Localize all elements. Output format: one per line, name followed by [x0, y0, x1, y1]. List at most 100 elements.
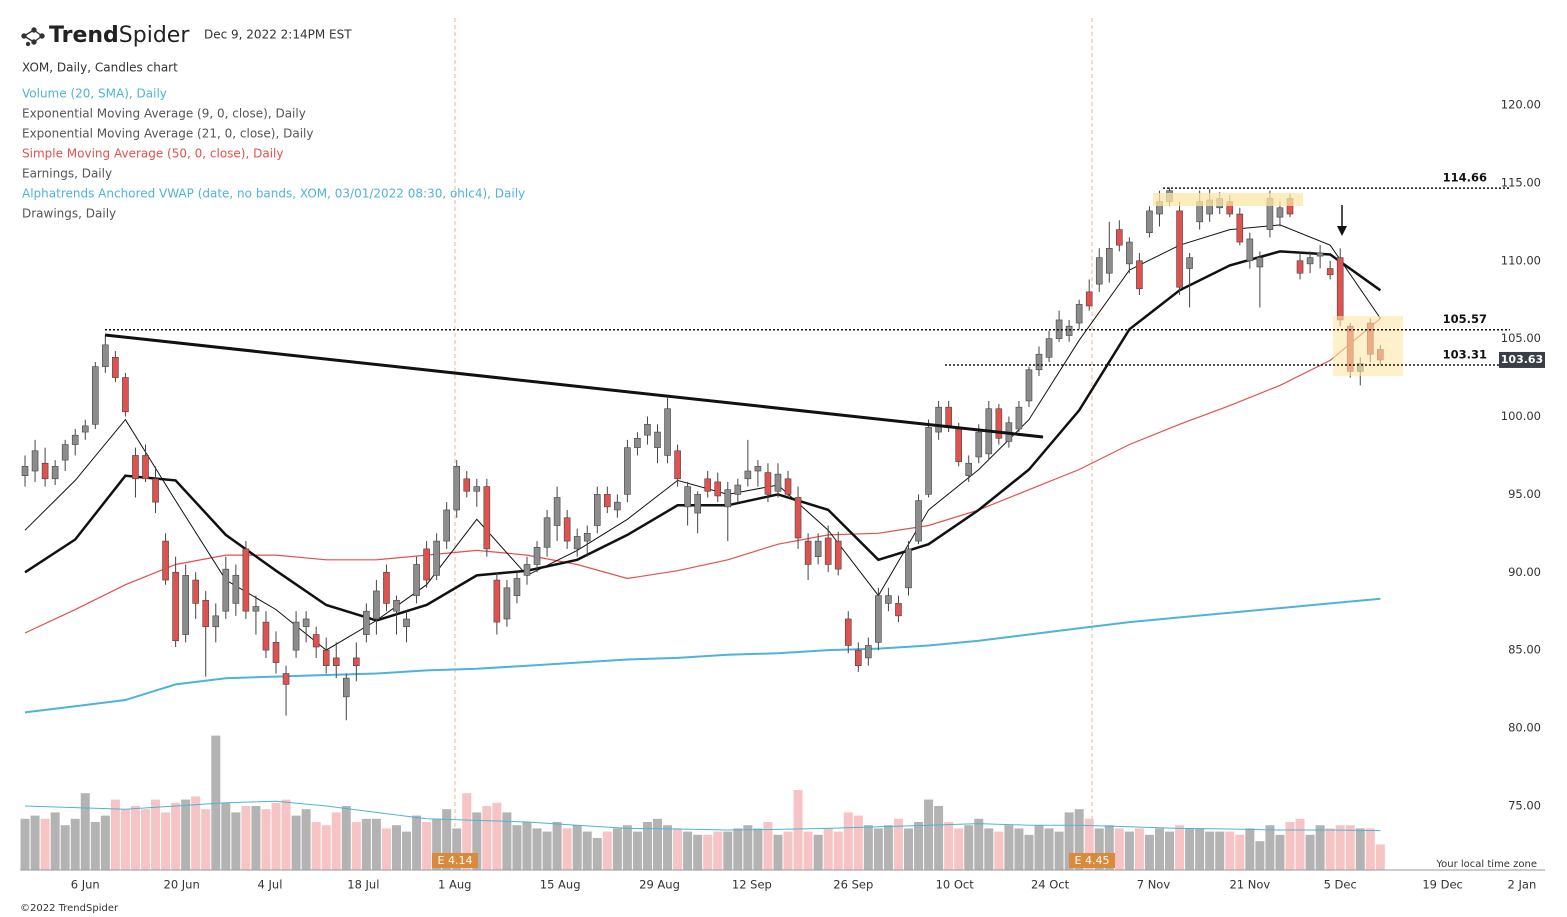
- volume-bar: [1044, 828, 1054, 870]
- volume-bar: [60, 825, 70, 870]
- candle-body: [1045, 338, 1053, 358]
- y-tick-label: 110.00: [1501, 253, 1541, 267]
- volume-bar: [673, 828, 683, 870]
- candle-body: [503, 587, 511, 620]
- candle-body: [644, 423, 651, 436]
- candle-body: [41, 462, 49, 480]
- legend-entry: Exponential Moving Average (9, 0, close)…: [22, 107, 306, 121]
- candle-body: [322, 649, 330, 666]
- level-label: 105.57: [1443, 312, 1487, 326]
- volume-bar: [893, 818, 903, 870]
- candle-body: [383, 571, 390, 604]
- candle-body: [774, 473, 782, 492]
- timezone: Your local time zone: [1435, 859, 1537, 870]
- volume-bar: [823, 828, 833, 870]
- candle-body: [21, 466, 29, 476]
- candle-body: [122, 377, 129, 413]
- candle-body: [955, 428, 962, 462]
- candle-body: [865, 645, 872, 659]
- volume-bar: [1084, 818, 1094, 870]
- volume-bar: [301, 809, 311, 870]
- volume-bar: [361, 818, 371, 870]
- volume-bar: [381, 828, 391, 870]
- candle-body: [1246, 238, 1254, 262]
- volume-sma: [24, 800, 1381, 832]
- x-tick-label: 21 Nov: [1229, 878, 1270, 892]
- volume-bar: [602, 831, 612, 870]
- volume-bar: [391, 825, 401, 870]
- volume-bar: [1004, 825, 1014, 870]
- candle-body: [1276, 207, 1284, 218]
- volume-bar: [532, 828, 542, 870]
- volume-bar: [161, 812, 171, 870]
- volume-bar: [1034, 825, 1044, 870]
- x-tick-label: 26 Sep: [833, 878, 873, 892]
- candle-body: [704, 478, 712, 492]
- volume-bar: [642, 822, 652, 870]
- volume-bar: [1265, 825, 1275, 870]
- volume-bar: [261, 809, 271, 870]
- candle-body: [252, 606, 260, 612]
- volume-bar: [311, 822, 321, 870]
- candle-body: [353, 657, 360, 666]
- volume-bar: [1195, 828, 1205, 870]
- volume-bar: [452, 828, 462, 870]
- volume-bar: [1024, 834, 1034, 870]
- volume-bar: [191, 796, 201, 870]
- candle-body: [1025, 369, 1033, 402]
- candle-body: [393, 599, 400, 612]
- volume-bar: [140, 809, 150, 870]
- volume-bar: [512, 825, 522, 870]
- volume-bar: [693, 834, 703, 870]
- candle-body: [463, 478, 471, 492]
- volume-bar: [1345, 825, 1355, 870]
- volume-bar: [1064, 812, 1074, 870]
- candle-body: [1326, 268, 1334, 276]
- volume-bar: [331, 812, 341, 870]
- candle-body: [895, 603, 902, 617]
- candle-body: [1095, 257, 1103, 285]
- candle-body: [734, 484, 742, 495]
- candle-body: [1116, 229, 1123, 246]
- candle-body: [1105, 247, 1113, 274]
- candle-body: [71, 434, 79, 445]
- candle-body: [824, 537, 832, 565]
- candle-body: [915, 500, 922, 542]
- candle-body: [212, 615, 220, 628]
- candle-body: [1136, 260, 1143, 290]
- volume-bar: [632, 831, 642, 870]
- volume-bar: [20, 818, 30, 870]
- candle-body: [513, 578, 521, 596]
- candle-body: [1146, 210, 1153, 234]
- candle-body: [593, 494, 601, 526]
- logo-icon: [21, 27, 45, 47]
- candle-body: [192, 579, 199, 604]
- volume-bar: [1325, 828, 1335, 870]
- candle-body: [473, 486, 481, 492]
- volume-bar: [1054, 831, 1064, 870]
- x-tick-label: 6 Jun: [71, 878, 100, 892]
- candle-body: [563, 517, 571, 542]
- volume-bar: [1014, 828, 1024, 870]
- candle-body: [302, 618, 310, 628]
- volume-bar: [1215, 831, 1225, 870]
- volume-bar: [281, 799, 291, 870]
- volume-bar: [853, 815, 863, 870]
- candle-body: [1065, 325, 1073, 336]
- volume-bar: [994, 831, 1004, 870]
- candle-body: [242, 548, 250, 612]
- volume-bar: [1245, 828, 1255, 870]
- moving-average: [24, 597, 1381, 714]
- volume-bar: [883, 825, 893, 870]
- candle-body: [363, 610, 370, 635]
- volume-bar: [1315, 825, 1325, 870]
- trend-line: [104, 333, 1044, 439]
- moving-average: [24, 317, 1381, 634]
- volume-bar: [492, 802, 502, 870]
- volume-bar: [743, 825, 753, 870]
- volume-bar: [934, 806, 944, 870]
- x-tick-label: 4 Jul: [258, 878, 283, 892]
- volume-bar: [1335, 825, 1345, 870]
